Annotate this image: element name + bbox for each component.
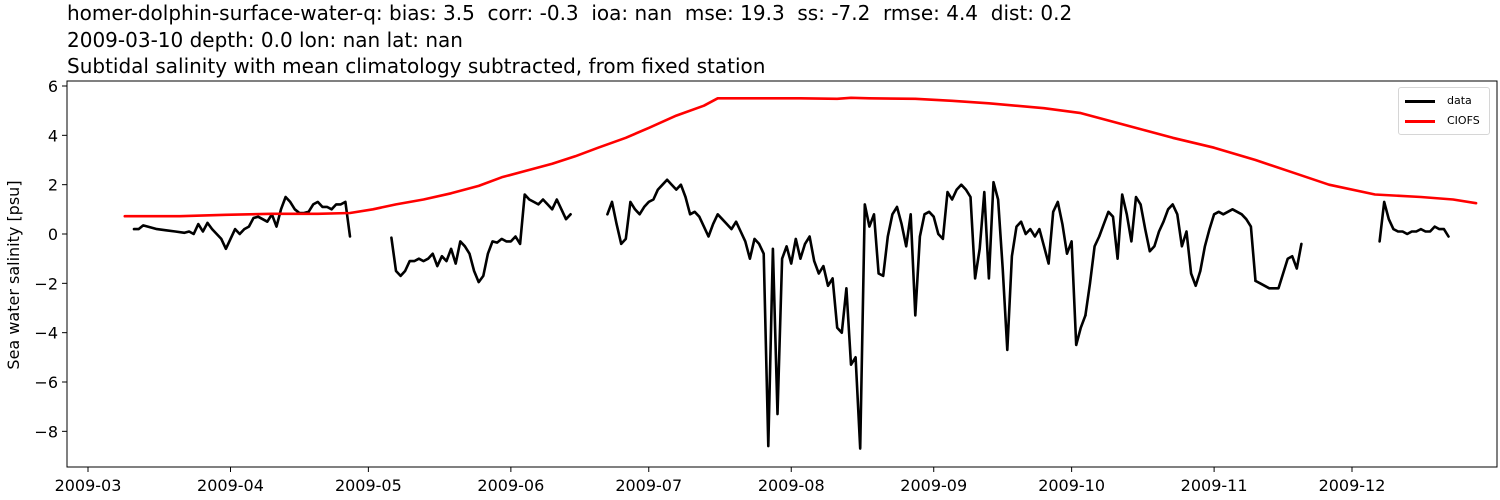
series-line-data	[1084, 193, 1257, 317]
series-line-data	[132, 195, 352, 251]
x-tick-label: 2009-08	[758, 476, 825, 495]
series-line-data	[1378, 200, 1450, 243]
figure-title-metrics: homer-dolphin-surface-water-q: bias: 3.5…	[67, 1, 1073, 25]
y-tick-label: −6	[34, 373, 58, 392]
x-tick-label: 2009-04	[197, 476, 264, 495]
y-axis-label: Sea water salinity [psu]	[4, 180, 23, 369]
y-tick-label: −8	[34, 422, 58, 441]
x-tick-label: 2009-10	[1038, 476, 1105, 495]
x-tick-label: 2009-12	[1319, 476, 1386, 495]
figure-title-description: Subtidal salinity with mean climatology …	[67, 54, 766, 78]
y-tick-label: 4	[48, 126, 58, 145]
legend-label-ciofs: CIOFS	[1447, 114, 1480, 127]
y-tick-label: −2	[34, 274, 58, 293]
y-tick-label: 6	[48, 77, 58, 96]
x-tick-label: 2009-05	[335, 476, 402, 495]
y-tick-label: 2	[48, 176, 58, 195]
x-tick-label: 2009-07	[615, 476, 682, 495]
x-tick-label: 2009-06	[477, 476, 544, 495]
x-tick-label: 2009-03	[55, 476, 122, 495]
y-tick-label: 0	[48, 225, 58, 244]
series-line-data	[1254, 242, 1303, 290]
y-tick-label: −4	[34, 324, 58, 343]
legend: data CIOFS	[1398, 87, 1490, 135]
x-axis: 2009-03 2009-04 2009-05 2009-06 2009-07 2009-…	[55, 467, 1386, 495]
legend-swatch-ciofs	[1405, 120, 1435, 123]
x-tick-label: 2009-11	[1181, 476, 1248, 495]
series-line-ciofs	[123, 96, 1478, 218]
axes-frame	[66, 80, 1498, 468]
series-line-data	[606, 178, 1087, 450]
legend-label-data: data	[1447, 94, 1472, 107]
figure-title-station: 2009-03-10 depth: 0.0 lon: nan lat: nan	[67, 28, 463, 52]
y-axis: 6 4 2 0 −2 −4 −6 −8	[34, 77, 67, 441]
legend-swatch-data	[1405, 100, 1435, 103]
x-tick-label: 2009-09	[900, 476, 967, 495]
series-line-data	[390, 193, 572, 284]
plot-lines	[123, 96, 1478, 450]
